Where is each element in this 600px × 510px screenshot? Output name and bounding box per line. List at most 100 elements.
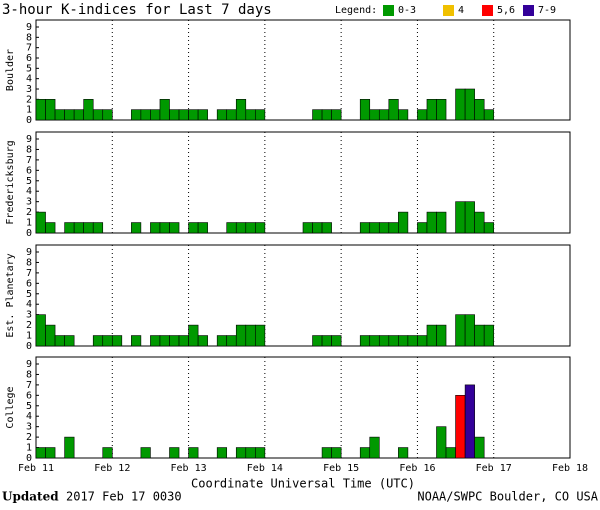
x-tick-label: Feb 15 (323, 463, 359, 474)
y-tick-label: 6 (26, 390, 32, 401)
y-tick-label: 3 (26, 310, 32, 321)
bar (169, 335, 180, 347)
bar (245, 222, 256, 234)
bar (483, 222, 495, 234)
bar (102, 447, 113, 459)
chart-title: 3-hour K-indices for Last 7 days (2, 2, 272, 18)
bar (417, 109, 428, 121)
x-tick-label: Feb 13 (171, 463, 207, 474)
y-axis-label: Fredericksburg (5, 140, 16, 224)
bar (464, 88, 475, 121)
bar (398, 211, 409, 234)
bar (140, 447, 151, 459)
updated-time: 2017 Feb 17 0030 (66, 490, 182, 504)
bar (464, 314, 475, 347)
bar (474, 436, 485, 459)
y-tick-label: 5 (26, 63, 32, 74)
bar (131, 335, 142, 347)
y-tick-label: 8 (26, 32, 32, 43)
bar (140, 109, 151, 121)
bar (388, 335, 399, 347)
bar (188, 447, 199, 459)
bar (188, 222, 199, 234)
bar (226, 222, 237, 234)
bar (255, 109, 266, 121)
bar (255, 447, 266, 459)
y-tick-label: 6 (26, 53, 32, 64)
bar (245, 109, 256, 121)
legend-swatch (523, 5, 534, 16)
bar (369, 222, 380, 234)
bar (312, 109, 323, 121)
bar (436, 426, 447, 459)
bar (464, 384, 475, 459)
bar (159, 335, 170, 347)
y-tick-label: 1 (26, 105, 32, 116)
y-tick-label: 7 (26, 155, 32, 166)
bar (331, 335, 342, 347)
bar (92, 335, 104, 347)
bar (398, 335, 409, 347)
bar (255, 222, 266, 234)
y-tick-label: 0 (26, 228, 32, 239)
y-tick-label: 0 (26, 341, 32, 352)
plot-frame (35, 244, 571, 347)
bar (35, 447, 46, 459)
bar (64, 109, 75, 121)
y-tick-label: 2 (26, 207, 32, 218)
bar (455, 395, 466, 459)
bar (45, 99, 56, 121)
bar (235, 447, 247, 459)
bar (64, 436, 75, 459)
bar (321, 222, 332, 234)
bar (150, 109, 161, 121)
y-tick-label: 3 (26, 84, 32, 95)
y-tick-label: 7 (26, 380, 32, 391)
bar (321, 447, 332, 459)
legend-label: 0-3 (398, 5, 416, 16)
y-tick-label: 4 (26, 186, 32, 197)
bar (178, 109, 189, 121)
bar (64, 335, 75, 347)
y-tick-label: 7 (26, 268, 32, 279)
y-tick-label: 9 (26, 247, 32, 258)
y-tick-label: 0 (26, 115, 32, 126)
y-tick-label: 2 (26, 432, 32, 443)
bar (388, 99, 399, 121)
legend-label: 5,6 (497, 5, 515, 16)
bar (388, 222, 399, 234)
bar (197, 222, 208, 234)
legend-label: 7-9 (538, 5, 556, 16)
plot-frame (35, 356, 571, 459)
legend: Legend: 0-3 4 5,6 7-9 (335, 5, 556, 16)
plot-frame (35, 19, 571, 121)
y-tick-label: 8 (26, 257, 32, 268)
y-tick-label: 9 (26, 359, 32, 370)
plot-frame (35, 131, 571, 234)
bar (436, 99, 447, 121)
bar (169, 447, 180, 459)
bar (45, 324, 56, 347)
y-tick-label: 1 (26, 331, 32, 342)
bar (407, 335, 418, 347)
bar (54, 335, 65, 347)
y-tick-label: 4 (26, 74, 32, 85)
bar (378, 222, 390, 234)
y-tick-label: 8 (26, 144, 32, 155)
bar (302, 222, 313, 234)
bar (35, 99, 46, 121)
bar (417, 335, 428, 347)
bar (216, 109, 228, 121)
bar (169, 109, 180, 121)
bar (245, 447, 256, 459)
bar (178, 335, 189, 347)
y-tick-label: 1 (26, 443, 32, 454)
updated-label: Updated (2, 490, 59, 504)
bar (54, 109, 65, 121)
bar (169, 222, 180, 234)
bar (398, 447, 409, 459)
bar (92, 222, 104, 234)
y-tick-label: 6 (26, 278, 32, 289)
bar (102, 335, 113, 347)
